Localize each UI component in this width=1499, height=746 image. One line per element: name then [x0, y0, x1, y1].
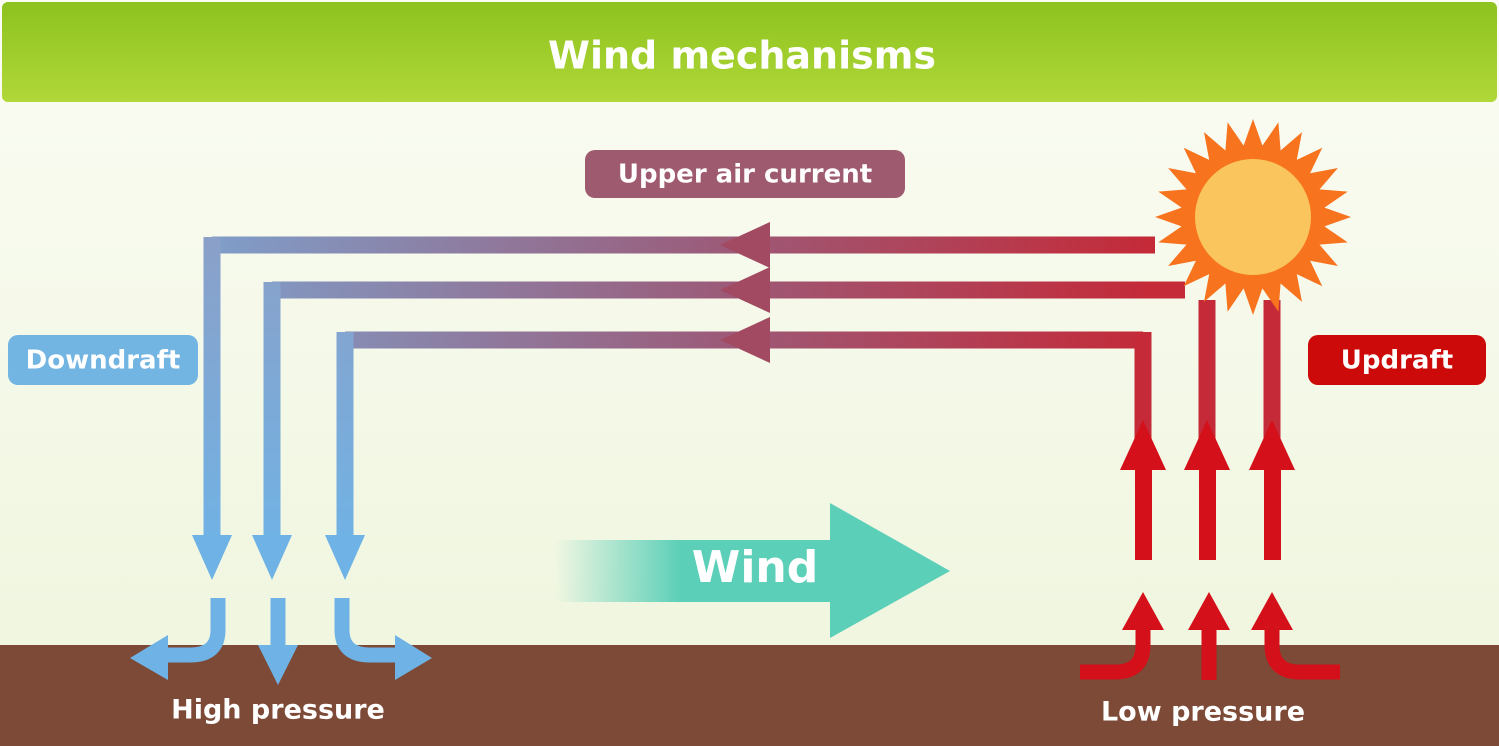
- wind-arrow: [555, 503, 950, 638]
- wind-label: Wind: [692, 542, 818, 593]
- header-bar: [2, 2, 1497, 102]
- upper-air-label: Upper air current: [618, 160, 872, 190]
- sun: [1155, 119, 1351, 315]
- low-pressure-label: Low pressure: [1101, 697, 1305, 728]
- updraft-arrows: [1120, 420, 1295, 560]
- downdraft-arrows: [192, 535, 365, 580]
- upper-air-badge: [585, 150, 905, 198]
- outflow-heads: [130, 635, 432, 685]
- high-pressure-outflow: [160, 598, 400, 663]
- left-chevrons: [720, 222, 770, 363]
- inflow-heads: [1122, 592, 1293, 630]
- downdraft-badge: [8, 335, 198, 385]
- title: Wind mechanisms: [548, 34, 936, 78]
- low-pressure-inflow: [1080, 625, 1340, 680]
- updraft-label: Updraft: [1341, 346, 1453, 376]
- updraft-badge: [1308, 335, 1486, 385]
- downdraft-label: Downdraft: [26, 346, 181, 376]
- ground: [0, 645, 1499, 746]
- high-pressure-label: High pressure: [171, 695, 385, 726]
